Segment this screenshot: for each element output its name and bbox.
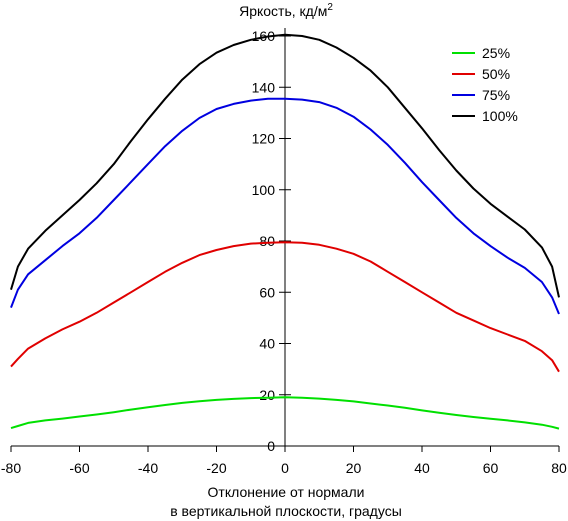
legend-label: 25% — [482, 45, 510, 61]
y-tick-label: 120 — [252, 131, 276, 147]
x-tick-label: 60 — [483, 460, 499, 476]
x-tick-label: -40 — [138, 460, 158, 476]
y-tick-label: 160 — [252, 28, 276, 44]
y-tick-label: 80 — [259, 233, 275, 249]
series-line-75-percent — [10, 97, 560, 315]
y-tick-label: 60 — [259, 284, 275, 300]
axes: -80 -60 -40 -20 0 20 40 60 80 20 40 60 80 100 120 140 16… — [1, 28, 567, 476]
y-tick-label: 140 — [252, 79, 276, 95]
legend-label: 100% — [482, 108, 518, 124]
x-tick-label: 40 — [414, 460, 430, 476]
x-axis-label-line-2: в вертикальной плоскости, градусы — [170, 503, 402, 519]
legend-label: 50% — [482, 66, 510, 82]
x-tick-label: -20 — [206, 460, 226, 476]
series-line-100-percent — [10, 33, 560, 298]
y-tick-label: 0 — [267, 438, 275, 454]
x-tick-label: -60 — [69, 460, 89, 476]
y-tick-label: 100 — [252, 182, 276, 198]
legend-label: 75% — [482, 87, 510, 103]
x-tick-label: 0 — [281, 460, 289, 476]
y-tick-label: 40 — [259, 336, 275, 352]
x-tick-label: 20 — [346, 460, 362, 476]
x-tick-label: -80 — [1, 460, 21, 476]
x-tick-label: 80 — [551, 460, 567, 476]
chart-title: Яркость, кд/м2 — [239, 2, 333, 19]
series-line-50-percent — [10, 241, 560, 373]
series-line-25-percent — [10, 396, 560, 430]
y-tick-label: 20 — [259, 387, 275, 403]
legend: 25% 50% 75% 100% — [452, 45, 518, 124]
chart-title-superscript: 2 — [327, 2, 333, 13]
series-lines — [10, 33, 560, 430]
x-axis-label-line-1: Отклонение от нормали — [208, 484, 365, 500]
